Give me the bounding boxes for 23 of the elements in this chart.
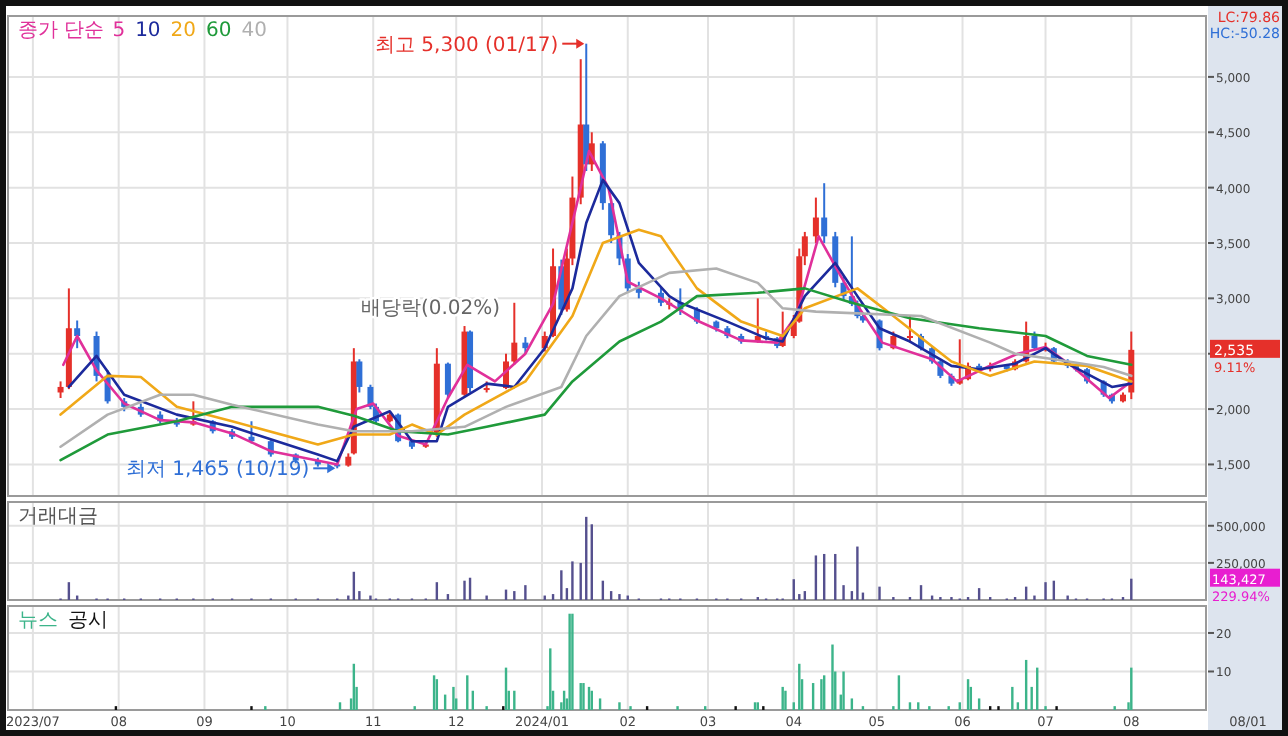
candlestick (511, 301, 518, 366)
text: 뉴스 (18, 610, 58, 632)
line-series (59, 267, 1133, 449)
text: 20 (170, 20, 197, 42)
candlestick (444, 361, 451, 400)
annotation: 최저 1,465 (10/19) (126, 459, 310, 482)
text: 40 (241, 20, 267, 42)
candlestick (821, 182, 828, 244)
candlestick (74, 319, 81, 350)
candlestick (812, 196, 819, 244)
line-series (59, 287, 1133, 462)
legend-title: 종가 단순 (18, 20, 105, 42)
annotation: 최고 5,300 (01/17) (375, 34, 559, 57)
candlestick (1031, 330, 1038, 352)
text: 5 (112, 20, 126, 42)
candlestick (356, 358, 363, 394)
candlestick (906, 315, 913, 344)
text: 공시 (68, 610, 108, 632)
annotation: 배당락(0.02%) (360, 298, 501, 321)
text: 10 (135, 20, 161, 42)
text: 60 (206, 20, 232, 42)
text: 거래대금 (18, 506, 98, 528)
line-series (59, 228, 1133, 446)
